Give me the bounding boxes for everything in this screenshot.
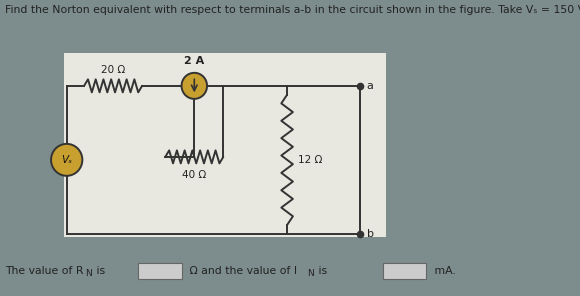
Text: N: N [307, 269, 314, 278]
Bar [64, 53, 386, 237]
Text: is: is [315, 266, 327, 276]
Text: Ω and the value of I: Ω and the value of I [186, 266, 298, 276]
Text: N: N [85, 269, 92, 278]
Text: Vₛ: Vₛ [61, 155, 72, 165]
Text: The value of R: The value of R [5, 266, 83, 276]
Bar [138, 263, 182, 279]
Text: a: a [367, 81, 374, 91]
Text: mA.: mA. [431, 266, 456, 276]
Text: 40 Ω: 40 Ω [182, 170, 206, 180]
Text: b: b [367, 229, 374, 239]
Text: Find the Norton equivalent with respect to terminals a-b in the circuit shown in: Find the Norton equivalent with respect … [5, 5, 580, 15]
Text: 12 Ω: 12 Ω [298, 155, 322, 165]
Circle shape [51, 144, 82, 176]
Text: is: is [93, 266, 106, 276]
Bar [383, 263, 426, 279]
Text: 2 A: 2 A [184, 56, 204, 66]
Text: 20 Ω: 20 Ω [101, 65, 125, 75]
Circle shape [182, 73, 207, 99]
